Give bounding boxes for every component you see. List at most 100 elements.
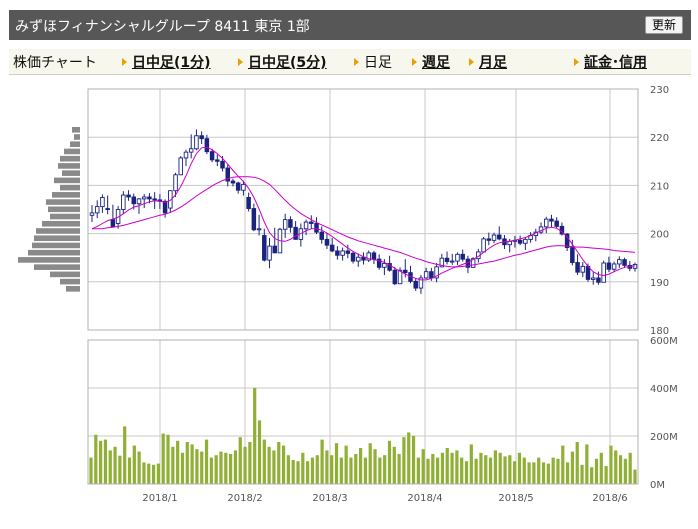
volume-bar bbox=[431, 454, 435, 484]
candle bbox=[465, 255, 471, 274]
candle bbox=[309, 215, 314, 229]
candle bbox=[366, 250, 371, 263]
candle bbox=[543, 216, 549, 234]
volume-bar bbox=[474, 458, 478, 484]
volume-bar bbox=[614, 450, 618, 484]
candle bbox=[491, 232, 497, 244]
candle-body bbox=[617, 259, 622, 265]
candle bbox=[110, 204, 116, 228]
candle-body bbox=[89, 212, 95, 216]
candle-body bbox=[105, 208, 110, 210]
candle bbox=[382, 259, 387, 276]
volume-bar bbox=[296, 461, 300, 484]
tab-weekly[interactable]: 週足 bbox=[412, 52, 450, 72]
volume-bar bbox=[209, 457, 213, 484]
profile-bar bbox=[54, 177, 80, 184]
candle bbox=[235, 181, 241, 194]
candle bbox=[230, 178, 236, 187]
candle bbox=[418, 275, 424, 294]
volume-bar bbox=[277, 442, 281, 484]
candle-body bbox=[523, 238, 528, 244]
candle bbox=[89, 205, 95, 223]
candle-body bbox=[256, 228, 262, 231]
price-tick-label: 180 bbox=[650, 326, 669, 337]
tab-margin-credit[interactable]: 証金･信用 bbox=[574, 52, 647, 72]
candle bbox=[632, 262, 638, 272]
price-tick-label: 230 bbox=[650, 85, 669, 96]
volume-bar bbox=[320, 439, 324, 484]
volume-bar bbox=[156, 463, 160, 484]
volume-bar bbox=[522, 457, 526, 484]
candle-body bbox=[549, 218, 554, 222]
profile-bar bbox=[52, 192, 80, 198]
candle bbox=[183, 149, 189, 167]
chart-period-tabs: 株価チャート 日中足(1分) 日中足(5分) 日足 週足 月足 証金･信用 bbox=[9, 49, 691, 75]
candle bbox=[460, 249, 465, 262]
candle-body bbox=[131, 196, 137, 205]
candle-body bbox=[335, 250, 340, 256]
profile-bar bbox=[34, 264, 80, 270]
volume-profile bbox=[18, 126, 80, 292]
volume-bar bbox=[339, 457, 343, 484]
tab-daily: 日足 bbox=[354, 52, 392, 72]
candle bbox=[267, 237, 272, 269]
month-tick-label: 2018/3 bbox=[312, 493, 347, 504]
volume-bar bbox=[99, 440, 103, 484]
tab-intraday-1min[interactable]: 日中足(1分) bbox=[122, 52, 211, 72]
candle-body bbox=[397, 269, 403, 285]
candle bbox=[361, 252, 366, 265]
candle-body bbox=[262, 235, 267, 261]
candle bbox=[225, 164, 230, 187]
volume-bar bbox=[204, 439, 209, 484]
candle bbox=[533, 228, 539, 242]
candle bbox=[204, 134, 210, 155]
refresh-button[interactable]: 更新 bbox=[644, 16, 683, 34]
volume-bar bbox=[161, 433, 165, 484]
candle-body bbox=[554, 220, 559, 227]
tab-arrow-icon bbox=[412, 58, 417, 66]
candle bbox=[444, 251, 450, 265]
price-tick-label: 220 bbox=[650, 133, 669, 144]
candle bbox=[94, 200, 100, 219]
candle-body bbox=[429, 271, 434, 279]
price-tick-label: 190 bbox=[650, 278, 669, 289]
profile-bar bbox=[60, 184, 80, 191]
volume-bar bbox=[142, 462, 146, 484]
candle bbox=[188, 134, 194, 159]
tab-stock-chart: 株価チャート bbox=[13, 55, 97, 71]
volume-bar bbox=[383, 455, 387, 484]
volume-bar bbox=[566, 462, 570, 484]
tab-intraday-5min[interactable]: 日中足(5分) bbox=[238, 52, 327, 72]
candle-body bbox=[423, 271, 429, 279]
profile-bar bbox=[60, 155, 80, 162]
candle bbox=[298, 223, 304, 247]
candle-body bbox=[418, 277, 424, 289]
candle-body bbox=[324, 238, 330, 246]
candle-body bbox=[319, 231, 324, 240]
candle bbox=[282, 213, 288, 238]
candle bbox=[141, 194, 147, 209]
candle bbox=[397, 267, 403, 285]
volume-bar bbox=[108, 450, 112, 484]
volume-bar bbox=[556, 458, 560, 484]
candle-body bbox=[606, 262, 612, 270]
candle bbox=[272, 227, 277, 254]
moving-averages bbox=[91, 146, 636, 281]
candle bbox=[345, 244, 351, 259]
candle-body bbox=[309, 221, 314, 224]
volume-bar bbox=[272, 450, 276, 484]
candle bbox=[455, 252, 460, 265]
volume-bar bbox=[243, 446, 247, 484]
tab-monthly[interactable]: 月足 bbox=[469, 52, 507, 72]
candle-body bbox=[340, 250, 345, 256]
candle bbox=[423, 267, 429, 279]
candle-body bbox=[293, 226, 298, 240]
title-bar: みずほフィナンシャルグループ 8411 東京 1部 更新 bbox=[9, 10, 691, 40]
candle bbox=[340, 247, 345, 261]
volume-bar bbox=[301, 452, 305, 484]
price-panel-frame bbox=[87, 88, 639, 331]
volume-bar bbox=[402, 437, 406, 484]
volume-tick-label: 200M bbox=[650, 432, 678, 443]
profile-bar bbox=[72, 126, 80, 133]
candle-body bbox=[220, 160, 225, 169]
